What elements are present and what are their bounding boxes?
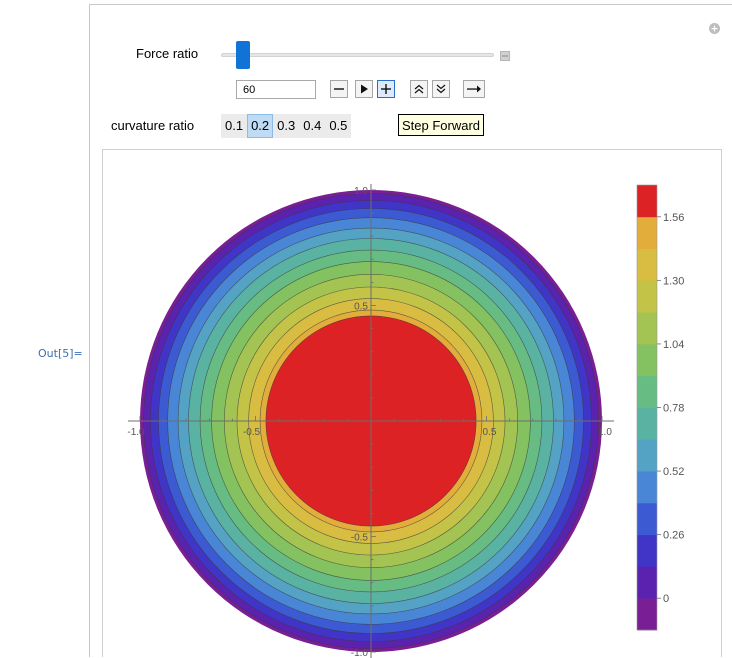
slider-options-toggle-icon[interactable] xyxy=(500,51,510,61)
legend-band-13 xyxy=(637,185,657,218)
legend-band-2 xyxy=(637,534,657,567)
play-button[interactable] xyxy=(355,80,373,98)
legend-band-8 xyxy=(637,343,657,377)
legend-tick-label: 0.78 xyxy=(663,403,684,415)
step-back-button[interactable] xyxy=(330,80,348,98)
legend-tick-label: 0 xyxy=(663,593,669,605)
curvature-option-0-5[interactable]: 0.5 xyxy=(329,118,348,133)
right-arrow-icon xyxy=(467,85,481,93)
legend-tick-label: 1.04 xyxy=(663,339,684,351)
contour-plot-frame: -1.0 -0.5 0.5 1.0 1.0 0.5 -0.5 -1.0 1.56 1.30 1.04… xyxy=(102,149,722,658)
legend-band-9 xyxy=(637,312,657,345)
force-ratio-value-field[interactable]: 60 xyxy=(236,80,316,99)
legend-tick-label: 0.26 xyxy=(663,530,684,542)
legend-band-7 xyxy=(637,375,657,408)
y-tick-label: 0.5 xyxy=(354,302,368,313)
y-tick-label: 1.0 xyxy=(354,186,368,197)
contour-plot: -1.0 -0.5 0.5 1.0 1.0 0.5 -0.5 -1.0 1.56 1.30 1.04… xyxy=(127,184,684,658)
curvature-option-0-3[interactable]: 0.3 xyxy=(277,118,296,133)
y-tick-label: -1.0 xyxy=(351,648,369,658)
output-cell-frame xyxy=(89,4,732,657)
legend-band-0 xyxy=(637,598,657,631)
faster-button[interactable] xyxy=(410,80,428,98)
slower-button[interactable] xyxy=(432,80,450,98)
force-ratio-slider-thumb[interactable] xyxy=(236,41,250,69)
plus-icon xyxy=(381,84,391,94)
output-label: Out[5]= xyxy=(38,347,83,360)
legend-band-1 xyxy=(637,566,657,599)
curvature-ratio-setter-bar: 0.1 0.2 0.3 0.4 0.5 xyxy=(221,114,352,138)
direction-button[interactable] xyxy=(463,80,485,98)
legend-band-3 xyxy=(637,502,657,536)
legend-tick-label: 1.30 xyxy=(663,275,684,287)
x-tick-label: 0.5 xyxy=(483,427,497,438)
legend-band-4 xyxy=(637,471,657,504)
minus-icon xyxy=(334,88,344,90)
legend-band-12 xyxy=(637,216,657,249)
x-tick-label: -0.5 xyxy=(243,427,261,438)
legend-band-11 xyxy=(637,248,657,281)
legend-band-5 xyxy=(637,439,657,472)
curvature-option-0-2[interactable]: 0.2 xyxy=(247,114,274,138)
legend-tick-label: 1.56 xyxy=(663,212,684,224)
force-ratio-label: Force ratio xyxy=(136,46,199,61)
y-tick-label: -0.5 xyxy=(351,533,369,544)
step-forward-tooltip: Step Forward xyxy=(398,114,485,136)
legend-tick-label: 0.52 xyxy=(663,466,684,478)
x-tick-label: -1.0 xyxy=(127,427,145,438)
curvature-option-0-1[interactable]: 0.1 xyxy=(225,118,244,133)
legend-band-6 xyxy=(637,407,657,440)
curvature-option-0-4[interactable]: 0.4 xyxy=(303,118,322,133)
legend-band-10 xyxy=(637,280,657,313)
step-forward-button[interactable] xyxy=(377,80,395,98)
play-icon xyxy=(361,84,368,94)
double-chevron-up-icon xyxy=(414,84,424,94)
double-chevron-down-icon xyxy=(436,84,446,94)
curvature-ratio-label: curvature ratio xyxy=(111,118,195,133)
force-ratio-slider-track[interactable] xyxy=(221,53,494,57)
x-tick-label: 1.0 xyxy=(598,427,612,438)
add-cell-icon[interactable] xyxy=(708,22,721,35)
